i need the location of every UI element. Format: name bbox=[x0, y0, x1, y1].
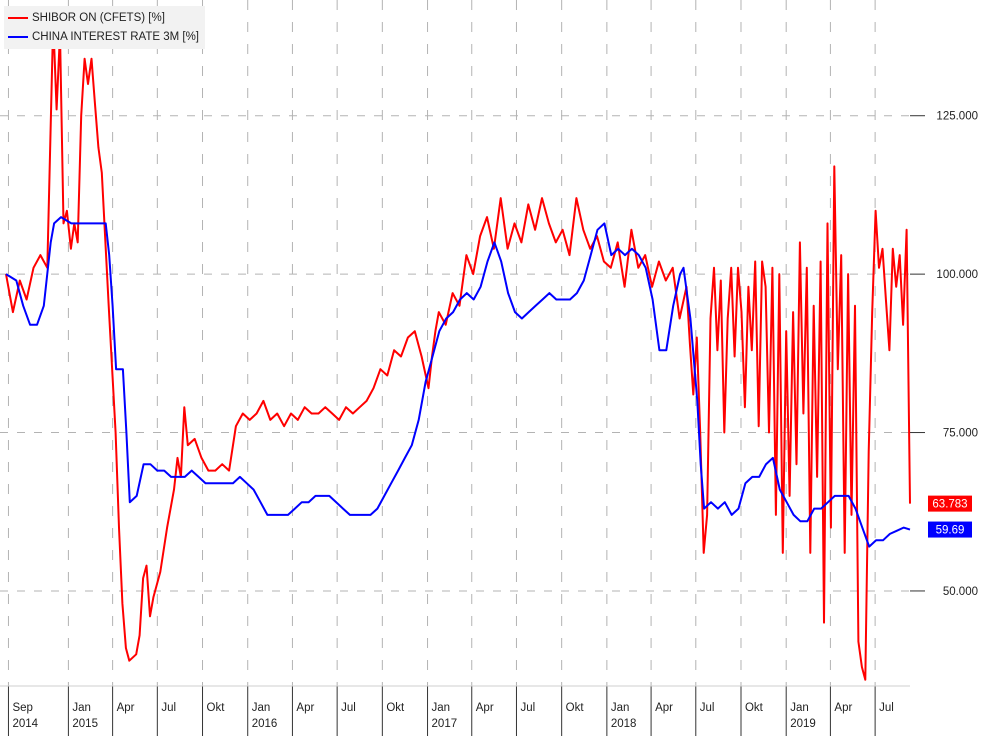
x-tick-month-label: Jul bbox=[700, 702, 715, 714]
last-value-text: 63.783 bbox=[932, 499, 967, 511]
x-tick-year-label: 2016 bbox=[252, 718, 278, 730]
x-tick-month-label: Okt bbox=[745, 702, 764, 714]
axes: 125.000 100.000 75.000 50.000 Sep 2014 Jan 2015… bbox=[0, 111, 978, 736]
value-labels: 63.783 59.69 bbox=[928, 495, 972, 538]
x-tick-year-label: 2019 bbox=[790, 718, 816, 730]
x-tick-month-label: Jul bbox=[161, 702, 176, 714]
last-value-text: 59.69 bbox=[936, 525, 965, 537]
x-tick-month-label: Apr bbox=[476, 702, 494, 714]
x-tick-month-label: Jan bbox=[252, 702, 271, 714]
series-lines bbox=[5, 19, 911, 681]
x-tick-month-label: Jul bbox=[341, 702, 356, 714]
legend-label-shibor: SHIBOR ON (CFETS) [%] bbox=[32, 11, 165, 24]
y-tick-label: 100.000 bbox=[936, 269, 978, 281]
legend-item-shibor: SHIBOR ON (CFETS) [%] bbox=[8, 8, 199, 27]
legend-label-china-3m: CHINA INTEREST RATE 3M [%] bbox=[32, 30, 199, 43]
x-tick-year-label: 2015 bbox=[72, 718, 98, 730]
x-tick-month-label: Jan bbox=[790, 702, 809, 714]
x-tick-month-label: Jan bbox=[432, 702, 451, 714]
series-line-china-3m bbox=[5, 216, 911, 548]
y-tick-label: 125.000 bbox=[936, 111, 978, 123]
y-tick-label: 75.000 bbox=[943, 428, 978, 440]
x-tick-month-label: Apr bbox=[834, 702, 852, 714]
x-tick-month-label: Okt bbox=[566, 702, 585, 714]
x-tick-month-label: Okt bbox=[207, 702, 226, 714]
x-tick-month-label: Jul bbox=[520, 702, 535, 714]
x-tick-month-label: Jul bbox=[879, 702, 894, 714]
series-line-shibor bbox=[5, 19, 911, 681]
x-tick-month-label: Sep bbox=[12, 702, 32, 714]
legend-item-china-3m: CHINA INTEREST RATE 3M [%] bbox=[8, 27, 199, 46]
legend-swatch-red bbox=[8, 16, 28, 19]
x-tick-month-label: Okt bbox=[386, 702, 405, 714]
y-tick-label: 50.000 bbox=[943, 586, 978, 598]
x-tick-month-label: Apr bbox=[296, 702, 314, 714]
grid bbox=[0, 0, 910, 686]
last-value-badge bbox=[928, 495, 972, 512]
last-value-badge bbox=[928, 521, 972, 538]
x-tick-year-label: 2014 bbox=[12, 718, 38, 730]
x-tick-month-label: Apr bbox=[117, 702, 135, 714]
x-tick-month-label: Jan bbox=[72, 702, 91, 714]
x-tick-year-label: 2017 bbox=[432, 718, 458, 730]
x-tick-year-label: 2018 bbox=[611, 718, 637, 730]
x-tick-month-label: Apr bbox=[655, 702, 673, 714]
legend-swatch-blue bbox=[8, 35, 28, 38]
legend: SHIBOR ON (CFETS) [%] CHINA INTEREST RAT… bbox=[4, 6, 205, 49]
x-tick-month-label: Jan bbox=[611, 702, 630, 714]
